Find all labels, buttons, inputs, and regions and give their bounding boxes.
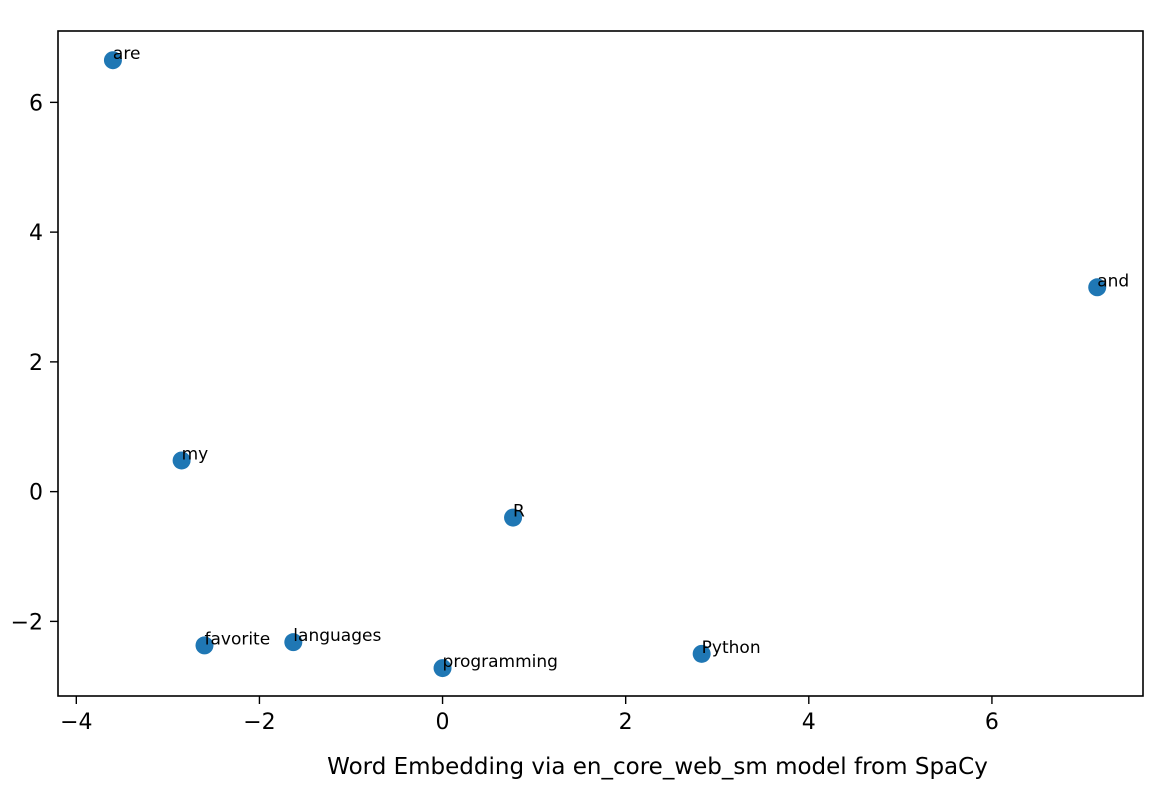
x-tick-label: 4	[802, 710, 816, 735]
x-tick-label: −4	[60, 710, 92, 735]
y-tick-label: 0	[29, 481, 43, 506]
point-label-favorite: favorite	[204, 629, 270, 649]
scatter-point-programming	[433, 659, 452, 678]
x-axis-label: Word Embedding via en_core_web_sm model …	[327, 754, 988, 780]
point-label-and: and	[1097, 271, 1129, 291]
point-label-languages: languages	[293, 626, 381, 646]
point-label-my: my	[182, 444, 209, 464]
scatter-point-are	[103, 51, 122, 70]
point-label-programming: programming	[443, 652, 558, 672]
x-tick-label: 6	[985, 710, 999, 735]
y-tick-label: −2	[11, 610, 43, 635]
x-tick-label: 0	[436, 710, 450, 735]
y-tick-label: 6	[29, 91, 43, 116]
x-tick-label: −2	[243, 710, 275, 735]
scatter-point-r	[504, 508, 523, 527]
point-label-r: R	[513, 502, 525, 522]
scatter-point-my	[172, 451, 191, 470]
y-tick-label: 2	[29, 351, 43, 376]
scatter-point-languages	[284, 633, 303, 652]
plot-frame	[57, 30, 1144, 697]
scatter-point-favorite	[195, 636, 214, 655]
y-tick-label: 4	[29, 221, 43, 246]
point-label-python: Python	[702, 638, 761, 658]
x-tick-label: 2	[619, 710, 633, 735]
scatter-point-and	[1088, 278, 1107, 297]
point-label-are: are	[113, 44, 141, 64]
scatter-point-python	[692, 644, 711, 663]
